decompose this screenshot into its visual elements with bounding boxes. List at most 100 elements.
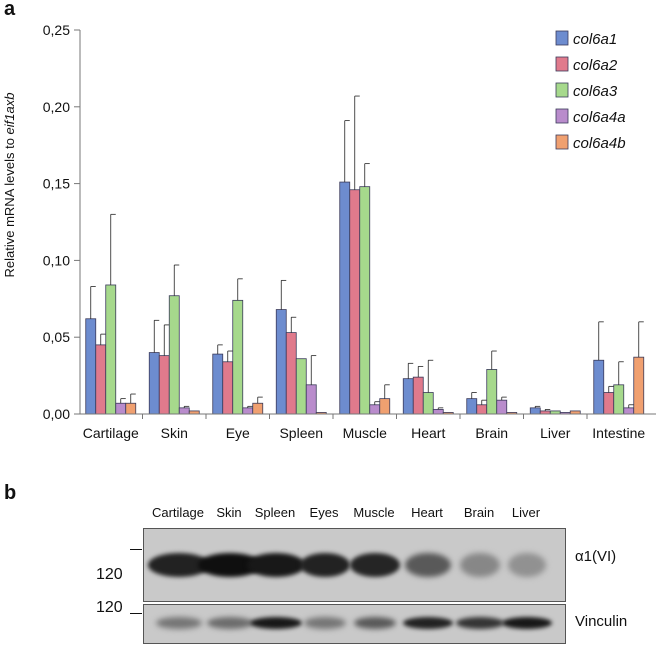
legend-label: col6a4b xyxy=(573,135,626,152)
y-tick-label: 0,20 xyxy=(43,99,70,115)
bar xyxy=(349,189,361,415)
bar xyxy=(496,399,508,415)
bar xyxy=(158,355,170,415)
blot-panel-vinculin xyxy=(143,604,566,644)
bar xyxy=(295,358,307,415)
y-tick-label: 0,00 xyxy=(43,406,70,422)
blot-band xyxy=(250,617,302,629)
x-tick-label: Spleen xyxy=(279,425,323,441)
blot-lane-label: Cartilage xyxy=(151,505,205,520)
x-tick-label: Muscle xyxy=(343,425,388,441)
bar xyxy=(85,318,97,415)
blot-band xyxy=(207,617,253,629)
bar xyxy=(242,407,254,415)
blot-band xyxy=(247,553,305,577)
bar xyxy=(339,181,351,415)
legend: col6a1 col6a2 col6a3 col6a4a col6a4b xyxy=(555,30,626,152)
y-axis: 0,00 0,05 0,10 0,15 0,20 0,25 xyxy=(43,22,81,422)
bar xyxy=(613,384,625,415)
blot-lane-label: Muscle xyxy=(353,505,395,520)
bar xyxy=(623,407,635,415)
x-tick-label: Skin xyxy=(161,425,188,441)
bar xyxy=(95,344,107,415)
bar xyxy=(402,378,414,415)
legend-swatch xyxy=(555,56,569,72)
bar xyxy=(486,369,498,415)
bar xyxy=(529,407,541,415)
x-tick-label: Eye xyxy=(226,425,250,441)
blot-lane-label: Eyes xyxy=(309,505,339,520)
legend-label: col6a1 xyxy=(573,31,617,48)
blot-panel-alpha1 xyxy=(143,528,566,602)
bar xyxy=(369,404,381,415)
bar xyxy=(359,186,371,415)
bar xyxy=(633,356,645,415)
bar xyxy=(232,299,244,415)
bar xyxy=(379,398,391,415)
panel-label-a: a xyxy=(4,0,16,20)
bar xyxy=(593,359,605,415)
bar xyxy=(412,376,424,415)
legend-swatch xyxy=(555,82,569,98)
bar xyxy=(212,353,224,415)
y-tick-label: 0,10 xyxy=(43,252,70,268)
mw-tick-bottom xyxy=(130,613,142,614)
legend-swatch xyxy=(555,30,569,46)
blot-band xyxy=(403,617,453,629)
blot-band xyxy=(508,553,546,577)
bar xyxy=(305,384,317,415)
panel-label-b: b xyxy=(4,482,17,504)
y-tick-label: 0,15 xyxy=(43,176,70,192)
bar xyxy=(285,332,297,415)
bar xyxy=(422,392,434,415)
blot-band xyxy=(405,553,451,577)
blot-label-vinculin: Vinculin xyxy=(575,613,628,630)
legend-label: col6a3 xyxy=(573,83,618,100)
blot-lane-label: Skin xyxy=(216,505,242,520)
bar xyxy=(275,309,287,415)
bar xyxy=(125,402,137,415)
y-tick-label: 0,05 xyxy=(43,329,70,345)
bar xyxy=(466,398,478,415)
x-tick-label: Brain xyxy=(475,425,508,441)
x-axis: Cartilage Skin Eye Spleen Muscle Heart Brain Li… xyxy=(80,413,656,441)
blot-band xyxy=(304,617,346,629)
bar xyxy=(252,402,264,415)
bar xyxy=(105,284,117,415)
bar xyxy=(476,404,488,415)
blot-lane-label: Brain xyxy=(463,505,495,520)
mw-label-bottom: 120 xyxy=(96,599,123,616)
legend-swatch xyxy=(555,134,569,150)
blot-lane-label: Liver xyxy=(511,505,541,520)
y-axis-label: Relative mRNA levels to eif1axb xyxy=(2,93,17,278)
y-tick-label: 0,25 xyxy=(43,22,70,38)
bar xyxy=(115,402,127,415)
western-blot: Cartilage Skin Spleen Eyes Muscle Heart Brain L… xyxy=(0,470,656,645)
x-tick-label: Intestine xyxy=(592,425,645,441)
blot-band xyxy=(456,617,504,629)
blot-band xyxy=(300,553,350,577)
bar xyxy=(432,408,444,415)
x-tick-label: Liver xyxy=(540,425,571,441)
blot-lane-label: Spleen xyxy=(254,505,296,520)
blot-lane-label: Heart xyxy=(411,505,443,520)
bar xyxy=(222,361,234,415)
mw-tick-top xyxy=(130,549,142,550)
bar-chart: 0,00 0,05 0,10 0,15 0,20 0,25 Cartilage Skin Ey… xyxy=(2,22,656,441)
mw-label-top: 120 xyxy=(96,566,123,583)
blot-band xyxy=(354,617,396,629)
bar xyxy=(168,295,180,415)
legend-label: col6a4a xyxy=(573,109,626,126)
legend-label: col6a2 xyxy=(573,57,618,74)
blot-label-alpha1: α1(VI) xyxy=(575,548,617,565)
legend-swatch xyxy=(555,108,569,124)
bar xyxy=(178,407,190,415)
blot-band xyxy=(350,553,400,577)
x-tick-label: Heart xyxy=(411,425,445,441)
blot-band xyxy=(460,553,500,577)
blot-band xyxy=(156,617,202,629)
bar xyxy=(148,352,160,415)
bar xyxy=(603,392,615,415)
x-tick-label: Cartilage xyxy=(83,425,139,441)
blot-band xyxy=(502,617,552,629)
